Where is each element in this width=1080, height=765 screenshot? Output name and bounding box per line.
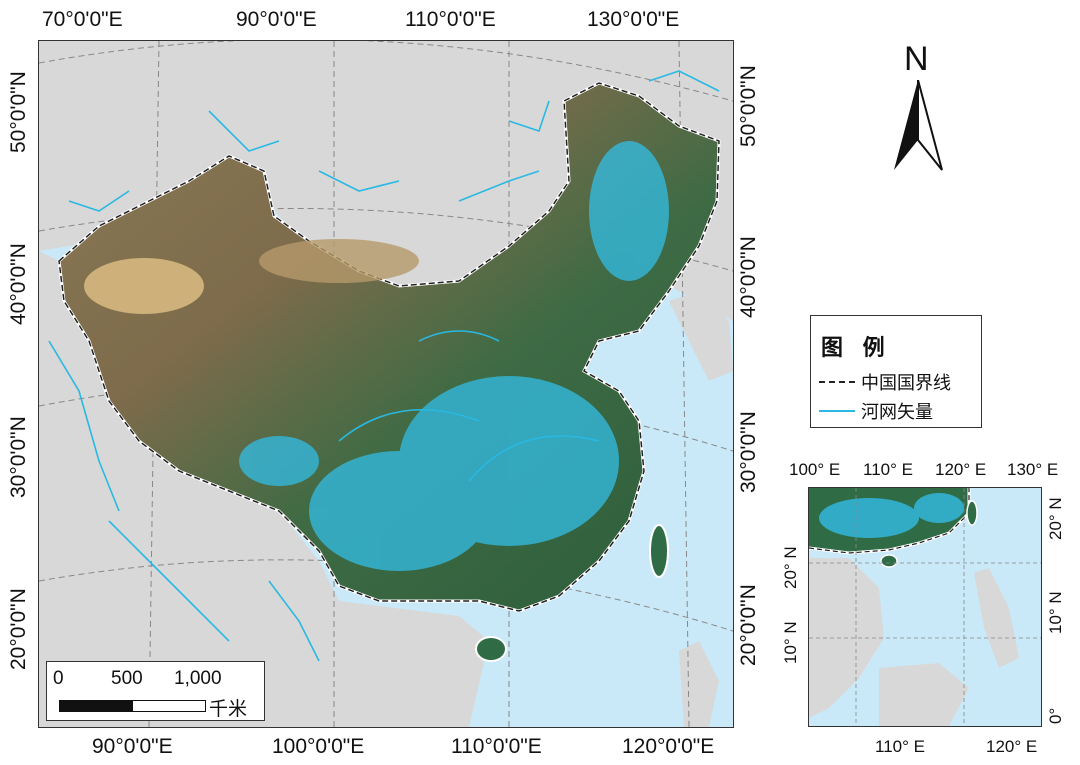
inset-hainan	[880, 554, 898, 568]
legend-item-border: 中国国界线	[819, 369, 951, 395]
right-lat-label-1: 50°0'0"N	[737, 65, 760, 147]
right-lat-label-2: 40°0'0"N	[737, 236, 760, 318]
river-lines	[48, 70, 720, 662]
legend: 图 例 中国国界线 河网矢量	[810, 315, 982, 428]
inset-right-lat-3: 0°	[1046, 707, 1065, 724]
north-label: N	[904, 40, 929, 78]
bottom-lon-label-4: 120°0'0"E	[622, 735, 715, 758]
bottom-lon-label-1: 90°0'0"E	[92, 735, 173, 758]
top-lon-label-4: 130°0'0"E	[587, 8, 680, 31]
inset-top-lon-4: 130° E	[1007, 460, 1059, 479]
inset-top-lon-2: 110° E	[863, 460, 913, 479]
inset-bottom-lon-2: 120° E	[986, 737, 1038, 756]
hainan-island	[475, 636, 507, 662]
river-line-symbol	[819, 410, 855, 412]
left-lat-label-1: 50°0'0"N	[7, 71, 30, 153]
inset-bottom-lon-1: 110° E	[875, 737, 925, 756]
inset-borneo	[879, 663, 969, 726]
right-lat-label-4: 20°0'0"N	[737, 584, 760, 666]
legend-title: 图 例	[821, 336, 891, 361]
bottom-lon-label-2: 100°0'0"E	[272, 735, 365, 758]
top-lon-label-1: 70°0'0"E	[42, 8, 123, 31]
taiwan-island	[649, 524, 669, 578]
inset-left-lat-1: 20° N	[781, 546, 800, 589]
main-map	[38, 40, 734, 728]
inset-river-areas	[819, 493, 964, 538]
main-map-canvas	[39, 41, 733, 727]
border-line-symbol	[819, 381, 855, 383]
scale-tick-0: 0	[53, 668, 64, 689]
scale-tick-500: 500	[111, 668, 143, 689]
taklamakan-desert	[84, 258, 204, 314]
scale-tick-1000: 1,000	[174, 668, 222, 689]
north-arrow: N	[886, 40, 950, 175]
top-lon-label-2: 90°0'0"E	[236, 8, 317, 31]
legend-item-river: 河网矢量	[819, 398, 933, 424]
legend-item-border-label: 中国国界线	[861, 373, 951, 394]
north-arrow-icon	[894, 80, 943, 171]
inset-graticule	[809, 488, 1041, 726]
scale-bar-black-segment	[59, 700, 133, 712]
neighbor-land-korea-japan	[669, 291, 733, 381]
inset-right-lat-1: 20° N	[1046, 497, 1065, 540]
inset-top-lon-3: 120° E	[935, 460, 987, 479]
scale-unit: 千米	[209, 698, 248, 720]
bottom-lon-label-3: 110°0'0"E	[451, 735, 542, 758]
scale-bar: 0 500 1,000 千米	[46, 661, 265, 721]
left-lat-label-3: 30°0'0"N	[7, 416, 30, 498]
inset-top-lon-1: 100° E	[789, 460, 841, 479]
inset-left-lat-2: 10° N	[781, 621, 800, 664]
river-network-areas	[239, 141, 669, 571]
top-lon-label-3: 110°0'0"E	[405, 8, 496, 31]
inset-taiwan	[966, 500, 978, 526]
left-lat-label-2: 40°0'0"N	[7, 243, 30, 325]
neighbor-land-southeast-asia	[339, 601, 489, 727]
legend-item-river-label: 河网矢量	[861, 402, 933, 423]
inset-map	[808, 487, 1042, 727]
scale-bar-white-segment	[132, 700, 206, 712]
inset-map-canvas	[809, 488, 1041, 726]
inset-philippines	[974, 568, 1019, 668]
right-lat-label-3: 30°0'0"N	[737, 411, 760, 493]
inset-right-lat-2: 10° N	[1046, 591, 1065, 634]
neighbor-land-philippines	[679, 641, 719, 727]
left-lat-label-4: 20°0'0"N	[7, 588, 30, 670]
gobi-desert	[259, 239, 419, 283]
